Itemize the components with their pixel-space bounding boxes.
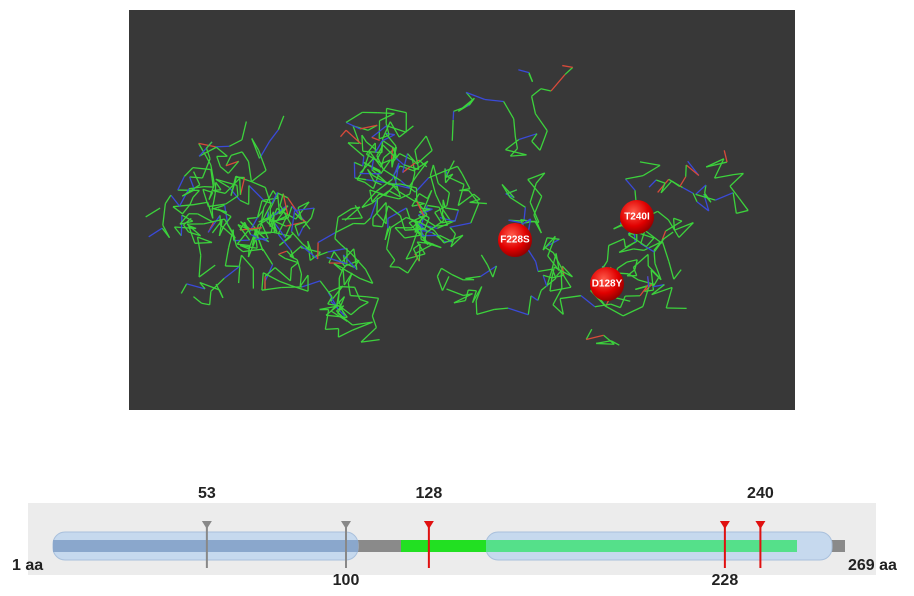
bond xyxy=(234,240,250,241)
bond xyxy=(340,287,355,288)
bond xyxy=(452,120,453,141)
structure-view xyxy=(129,10,795,410)
bond xyxy=(325,329,338,330)
bond xyxy=(215,182,216,193)
marker-label: 228 xyxy=(712,572,739,589)
end-label: 269 aa xyxy=(848,557,897,574)
bond xyxy=(213,190,221,191)
region xyxy=(486,540,797,552)
bond xyxy=(443,200,444,215)
mutation-label: T240I xyxy=(624,212,650,223)
bond xyxy=(476,301,477,315)
bond xyxy=(377,198,378,213)
bond xyxy=(468,290,476,291)
start-label: 1 aa xyxy=(12,557,43,574)
domain-core xyxy=(53,540,358,552)
bond xyxy=(348,143,359,144)
bond xyxy=(290,268,291,281)
bond xyxy=(281,287,302,288)
figure: F228S T240I D128Y 53 100 128 228 240 1 aa 269 … xyxy=(0,0,914,591)
marker-label: 240 xyxy=(747,485,774,502)
bond xyxy=(686,165,687,177)
bond xyxy=(240,178,241,194)
bond xyxy=(362,135,363,151)
bond xyxy=(390,184,401,185)
marker-label: 128 xyxy=(416,485,443,502)
bond xyxy=(216,146,230,147)
bond xyxy=(274,212,275,233)
bond xyxy=(390,267,399,268)
mutation-label: F228S xyxy=(500,235,530,246)
bond xyxy=(419,244,420,261)
mutation-label: D128Y xyxy=(592,279,623,290)
bond xyxy=(195,242,212,243)
marker-label: 100 xyxy=(333,572,360,589)
bond xyxy=(561,272,562,289)
region xyxy=(401,540,486,552)
bond xyxy=(181,215,182,236)
bond xyxy=(674,218,675,230)
marker-label: 53 xyxy=(198,485,216,502)
